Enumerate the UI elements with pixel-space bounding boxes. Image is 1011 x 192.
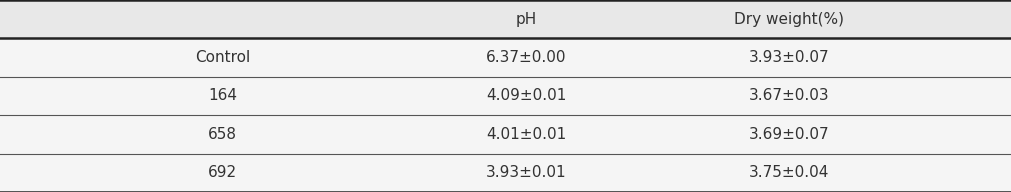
Bar — [0, 38, 1011, 77]
Bar — [0, 154, 1011, 192]
Text: 3.93±0.01: 3.93±0.01 — [485, 165, 566, 180]
Text: 4.09±0.01: 4.09±0.01 — [485, 89, 566, 103]
Bar — [0, 77, 1011, 115]
Text: 164: 164 — [208, 89, 237, 103]
Text: 658: 658 — [208, 127, 237, 142]
Text: 4.01±0.01: 4.01±0.01 — [485, 127, 566, 142]
Text: 3.69±0.07: 3.69±0.07 — [748, 127, 829, 142]
Bar — [0, 0, 1011, 38]
Text: pH: pH — [516, 12, 536, 27]
Text: 3.75±0.04: 3.75±0.04 — [748, 165, 829, 180]
Text: 3.67±0.03: 3.67±0.03 — [748, 89, 829, 103]
Text: 6.37±0.00: 6.37±0.00 — [485, 50, 566, 65]
Text: Dry weight(%): Dry weight(%) — [734, 12, 843, 27]
Bar — [0, 115, 1011, 154]
Text: 692: 692 — [208, 165, 237, 180]
Text: 3.93±0.07: 3.93±0.07 — [748, 50, 829, 65]
Text: Control: Control — [195, 50, 250, 65]
